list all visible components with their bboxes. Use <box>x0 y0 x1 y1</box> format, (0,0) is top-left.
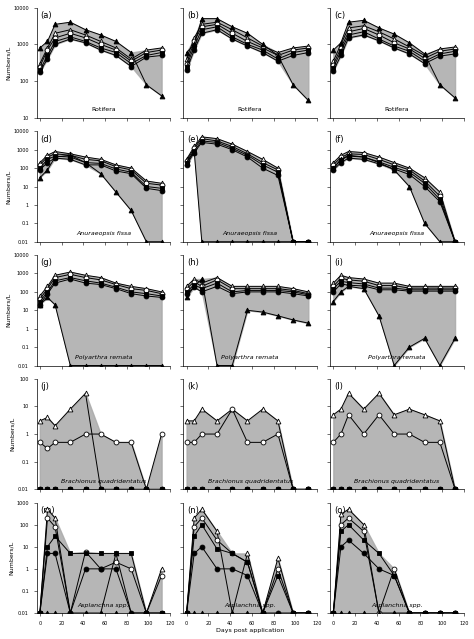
Text: Rotifera: Rotifera <box>91 107 116 112</box>
Y-axis label: Numbers/L: Numbers/L <box>6 169 10 204</box>
Text: Anuraeopsis fissa: Anuraeopsis fissa <box>76 231 131 236</box>
Text: (g): (g) <box>41 258 53 267</box>
Y-axis label: Numbers/L: Numbers/L <box>10 417 15 451</box>
Text: (l): (l) <box>334 382 343 391</box>
Y-axis label: Numbers/L: Numbers/L <box>9 541 14 575</box>
Text: Rotifera: Rotifera <box>384 107 409 112</box>
Text: (j): (j) <box>41 382 49 391</box>
Text: (h): (h) <box>187 258 199 267</box>
Text: (f): (f) <box>334 135 344 144</box>
Text: Asplanchna spp.: Asplanchna spp. <box>224 603 276 608</box>
Text: Brachionus quadridentatus: Brachionus quadridentatus <box>61 479 146 484</box>
Text: (k): (k) <box>187 382 199 391</box>
Text: Brachionus quadridentatus: Brachionus quadridentatus <box>354 479 439 484</box>
Y-axis label: Numbers/L: Numbers/L <box>6 45 10 80</box>
Text: Polyarthra remata: Polyarthra remata <box>75 355 132 360</box>
Text: Anuraeopsis fissa: Anuraeopsis fissa <box>369 231 424 236</box>
Text: Polyarthra remata: Polyarthra remata <box>368 355 426 360</box>
Text: (d): (d) <box>41 135 53 144</box>
Text: (b): (b) <box>187 11 199 20</box>
Text: Polyarthra remata: Polyarthra remata <box>221 355 279 360</box>
Text: (i): (i) <box>334 258 343 267</box>
Text: Asplanchna spp.: Asplanchna spp. <box>78 603 129 608</box>
Text: Brachionus quadridentatus: Brachionus quadridentatus <box>208 479 293 484</box>
Text: (m): (m) <box>41 506 55 515</box>
Text: Anuraeopsis fissa: Anuraeopsis fissa <box>223 231 278 236</box>
Y-axis label: Numbers/L: Numbers/L <box>6 293 10 327</box>
Text: (e): (e) <box>187 135 199 144</box>
Text: Rotifera: Rotifera <box>238 107 263 112</box>
X-axis label: Days post application: Days post application <box>216 628 284 633</box>
Text: (a): (a) <box>41 11 52 20</box>
Text: (n): (n) <box>187 506 199 515</box>
Text: Asplanchna spp.: Asplanchna spp. <box>371 603 423 608</box>
Text: (c): (c) <box>334 11 345 20</box>
Text: (o): (o) <box>334 506 346 515</box>
